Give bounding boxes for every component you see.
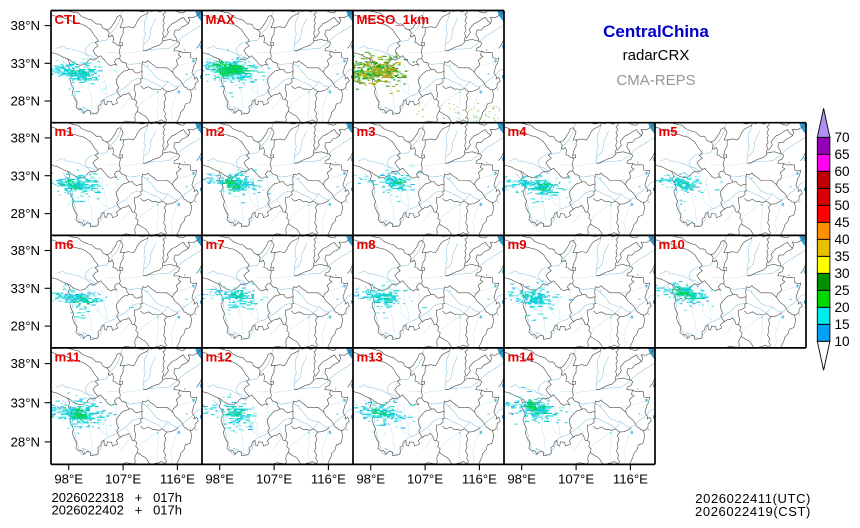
svg-text:116°E: 116°E: [311, 472, 346, 487]
svg-text:m7: m7: [206, 237, 225, 252]
svg-text:55: 55: [835, 181, 850, 196]
svg-text:m12: m12: [206, 349, 232, 364]
svg-text:107°E: 107°E: [256, 472, 292, 487]
svg-text:50: 50: [835, 198, 851, 213]
svg-text:m4: m4: [508, 124, 528, 139]
svg-text:CentralChina: CentralChina: [603, 22, 709, 41]
svg-text:CTL: CTL: [55, 12, 81, 27]
svg-text:107°E: 107°E: [105, 472, 141, 487]
svg-text:28°N: 28°N: [11, 94, 40, 109]
svg-text:40: 40: [835, 232, 851, 247]
svg-text:65: 65: [835, 147, 850, 162]
svg-text:15: 15: [835, 317, 850, 332]
svg-text:38°N: 38°N: [11, 18, 40, 33]
svg-text:2026022318 + 017h: 2026022318 + 017h: [52, 490, 182, 505]
svg-text:m1: m1: [55, 124, 74, 139]
svg-text:98°E: 98°E: [356, 472, 385, 487]
svg-text:38°N: 38°N: [11, 243, 40, 258]
svg-text:m11: m11: [55, 349, 81, 364]
svg-text:m3: m3: [357, 124, 376, 139]
svg-text:98°E: 98°E: [54, 472, 83, 487]
svg-text:33°N: 33°N: [11, 281, 40, 296]
svg-text:CMA-REPS: CMA-REPS: [616, 72, 695, 89]
svg-text:2026022419(CST): 2026022419(CST): [695, 504, 811, 519]
svg-text:38°N: 38°N: [11, 356, 40, 371]
svg-text:m10: m10: [659, 237, 685, 252]
svg-text:35: 35: [835, 249, 850, 264]
svg-text:10: 10: [835, 334, 851, 349]
svg-text:28°N: 28°N: [11, 206, 40, 221]
svg-text:70: 70: [835, 130, 851, 145]
svg-text:m6: m6: [55, 237, 74, 252]
svg-text:2026022402 + 017h: 2026022402 + 017h: [52, 503, 182, 518]
svg-text:33°N: 33°N: [11, 56, 40, 71]
svg-text:60: 60: [835, 164, 851, 179]
svg-text:116°E: 116°E: [613, 472, 648, 487]
svg-text:m5: m5: [659, 124, 678, 139]
svg-text:m8: m8: [357, 237, 376, 252]
svg-text:m2: m2: [206, 124, 225, 139]
svg-text:25: 25: [835, 283, 850, 298]
svg-text:m14: m14: [508, 349, 535, 364]
svg-text:33°N: 33°N: [11, 395, 40, 410]
svg-text:38°N: 38°N: [11, 131, 40, 146]
svg-text:98°E: 98°E: [507, 472, 536, 487]
svg-text:m9: m9: [508, 237, 527, 252]
svg-text:33°N: 33°N: [11, 168, 40, 183]
svg-text:2026022411(UTC): 2026022411(UTC): [695, 491, 811, 506]
svg-text:MESO_1km: MESO_1km: [357, 12, 430, 27]
svg-text:28°N: 28°N: [11, 435, 40, 450]
svg-text:28°N: 28°N: [11, 319, 40, 334]
svg-text:116°E: 116°E: [462, 472, 497, 487]
svg-text:45: 45: [835, 215, 850, 230]
svg-text:107°E: 107°E: [407, 472, 443, 487]
svg-text:m13: m13: [357, 349, 383, 364]
svg-text:MAX: MAX: [206, 12, 236, 27]
svg-text:30: 30: [835, 266, 851, 281]
svg-text:radarCRX: radarCRX: [623, 47, 690, 64]
svg-text:98°E: 98°E: [205, 472, 234, 487]
svg-text:20: 20: [835, 300, 851, 315]
svg-text:116°E: 116°E: [160, 472, 195, 487]
svg-text:107°E: 107°E: [558, 472, 594, 487]
